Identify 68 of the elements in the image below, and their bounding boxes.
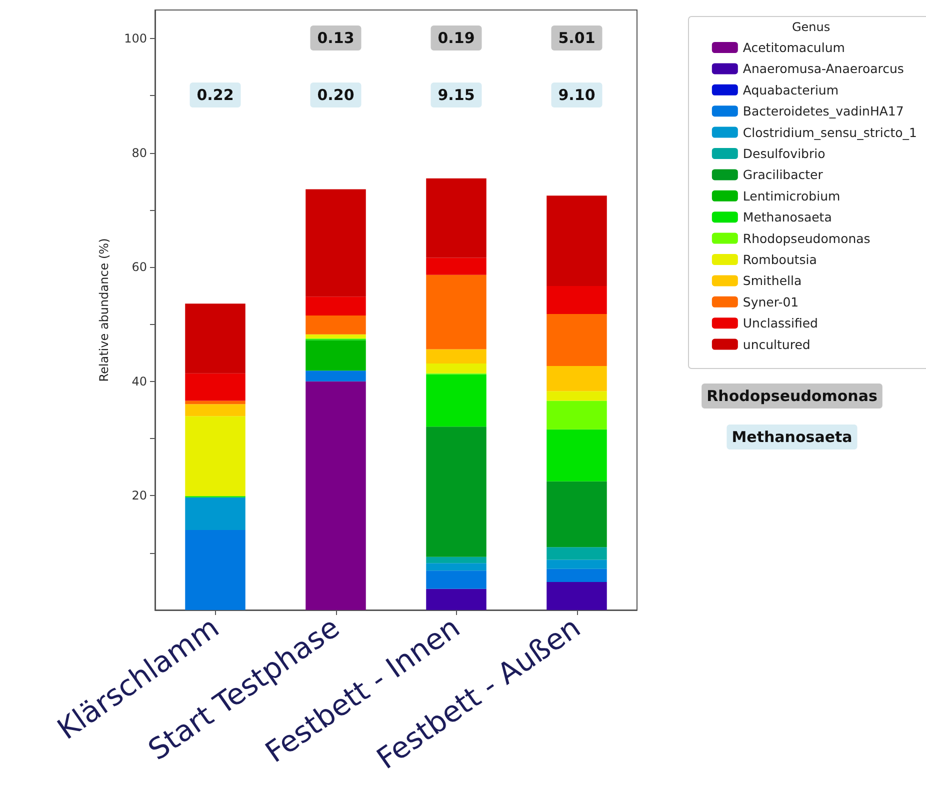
y-tick-label: 20	[132, 488, 147, 503]
annotation: 9.15	[438, 86, 475, 104]
bar	[426, 349, 486, 364]
legend-label: Anaeromusa-Anaeroarcus	[742, 61, 904, 76]
text: Methanosaeta	[732, 428, 852, 446]
bar	[306, 370, 366, 382]
bar	[426, 258, 486, 275]
y-tick-label: 80	[132, 146, 147, 160]
annotation: 0.20	[317, 86, 354, 104]
y-axis-title: Relative abundance (%)	[97, 238, 111, 382]
bar	[546, 568, 607, 582]
bar	[546, 481, 607, 548]
bar	[306, 334, 366, 338]
bar	[546, 582, 607, 610]
bar	[185, 416, 246, 496]
bar	[185, 497, 246, 530]
bar	[426, 556, 486, 564]
bar	[546, 366, 607, 392]
bar	[185, 373, 246, 401]
bar	[426, 274, 486, 350]
bar	[306, 340, 366, 371]
bar	[546, 560, 607, 569]
legend-title: Genus	[792, 20, 830, 34]
legend-label: Acetitomaculum	[742, 40, 845, 55]
y-tick-label: 60	[132, 260, 147, 274]
legend-label: Methanosaeta	[742, 210, 832, 225]
bar	[306, 296, 366, 316]
legend-label: Smithella	[742, 273, 802, 288]
bar	[185, 400, 246, 404]
bar	[426, 588, 486, 610]
bar	[306, 381, 366, 610]
bar	[185, 304, 246, 374]
legend-label: Rhodopseudomonas	[742, 230, 870, 246]
text: Rhodopseudomonas	[706, 387, 878, 405]
annotation: 9.10	[558, 86, 596, 104]
bar	[546, 547, 607, 560]
bar	[306, 316, 366, 334]
bar	[426, 563, 486, 571]
y-tick-label: 40	[132, 374, 147, 388]
annotation: 0.22	[196, 86, 234, 104]
legend-label: Bacteroidetes_vadinHA17	[742, 104, 904, 119]
bar	[185, 530, 246, 610]
bar	[426, 363, 486, 374]
legend-label: Gracilibacter	[742, 167, 824, 182]
annotation: 5.01	[558, 29, 596, 47]
bar	[546, 286, 607, 314]
bar	[546, 400, 607, 430]
bar	[306, 189, 366, 297]
legend-label: Romboutsia	[742, 252, 817, 267]
legend-label: uncultured	[742, 336, 810, 352]
legend-label: Unclassified	[742, 316, 818, 331]
bar	[546, 391, 607, 401]
bar	[546, 196, 607, 286]
bar	[185, 404, 246, 416]
legend-label: Lentimicrobium	[742, 188, 840, 204]
bar	[426, 178, 486, 258]
bar	[426, 374, 486, 427]
bar	[426, 570, 486, 589]
legend-label: Aquabacterium	[742, 82, 839, 98]
legend-label: Desulfovibrio	[742, 146, 826, 161]
annotation: 0.13	[317, 29, 354, 47]
y-tick-label: 100	[124, 32, 147, 46]
bar	[426, 426, 486, 557]
annotation: 0.19	[438, 29, 475, 47]
bar	[546, 314, 607, 366]
bar	[546, 429, 607, 482]
legend-label: Clostridium_sensu_stricto_1	[742, 124, 918, 140]
legend-label: Syner-01	[742, 294, 799, 310]
